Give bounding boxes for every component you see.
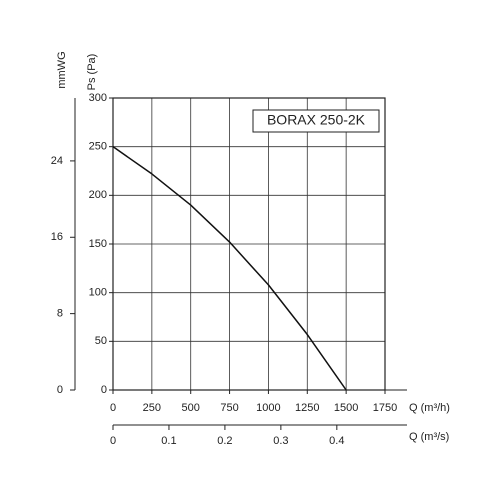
x-tick-label: 0	[110, 402, 116, 414]
x-tick-label: 1250	[295, 402, 319, 414]
y-tick-label: 0	[101, 384, 107, 396]
y2-tick-label: 16	[51, 231, 63, 243]
y2-axis-label: mmWG	[56, 51, 68, 88]
fan-curve	[112, 146, 347, 391]
x2-tick-label: 0.1	[161, 435, 176, 447]
y-axis-label: Ps (Pa)	[86, 54, 98, 91]
x-tick-label: 1000	[256, 402, 280, 414]
y-tick-label: 150	[89, 238, 107, 250]
x2-axis-label: Q (m³/s)	[409, 431, 449, 443]
y-tick-label: 300	[89, 92, 107, 104]
title-box	[252, 109, 380, 133]
x2-tick-label: 0.3	[273, 435, 288, 447]
x-tick-label: 500	[182, 402, 200, 414]
y-tick-label: 50	[95, 335, 107, 347]
y-tick-label: 100	[89, 287, 107, 299]
x-axis-label: Q (m³/h)	[409, 402, 450, 414]
x-tick-label: 1500	[334, 402, 358, 414]
x2-tick-label: 0.4	[329, 435, 344, 447]
plot-frame	[112, 97, 386, 391]
chart-title: BORAX 250-2K	[267, 112, 366, 128]
x2-tick-label: 0	[110, 435, 116, 447]
x-tick-label: 250	[143, 402, 161, 414]
x-tick-label: 1750	[373, 402, 397, 414]
x-tick-label: 750	[220, 402, 238, 414]
y2-tick-label: 24	[51, 155, 63, 167]
y-tick-label: 200	[89, 189, 107, 201]
y2-tick-label: 0	[57, 384, 63, 396]
x2-tick-label: 0.2	[217, 435, 232, 447]
y-tick-label: 250	[89, 141, 107, 153]
y2-tick-label: 8	[57, 308, 63, 320]
